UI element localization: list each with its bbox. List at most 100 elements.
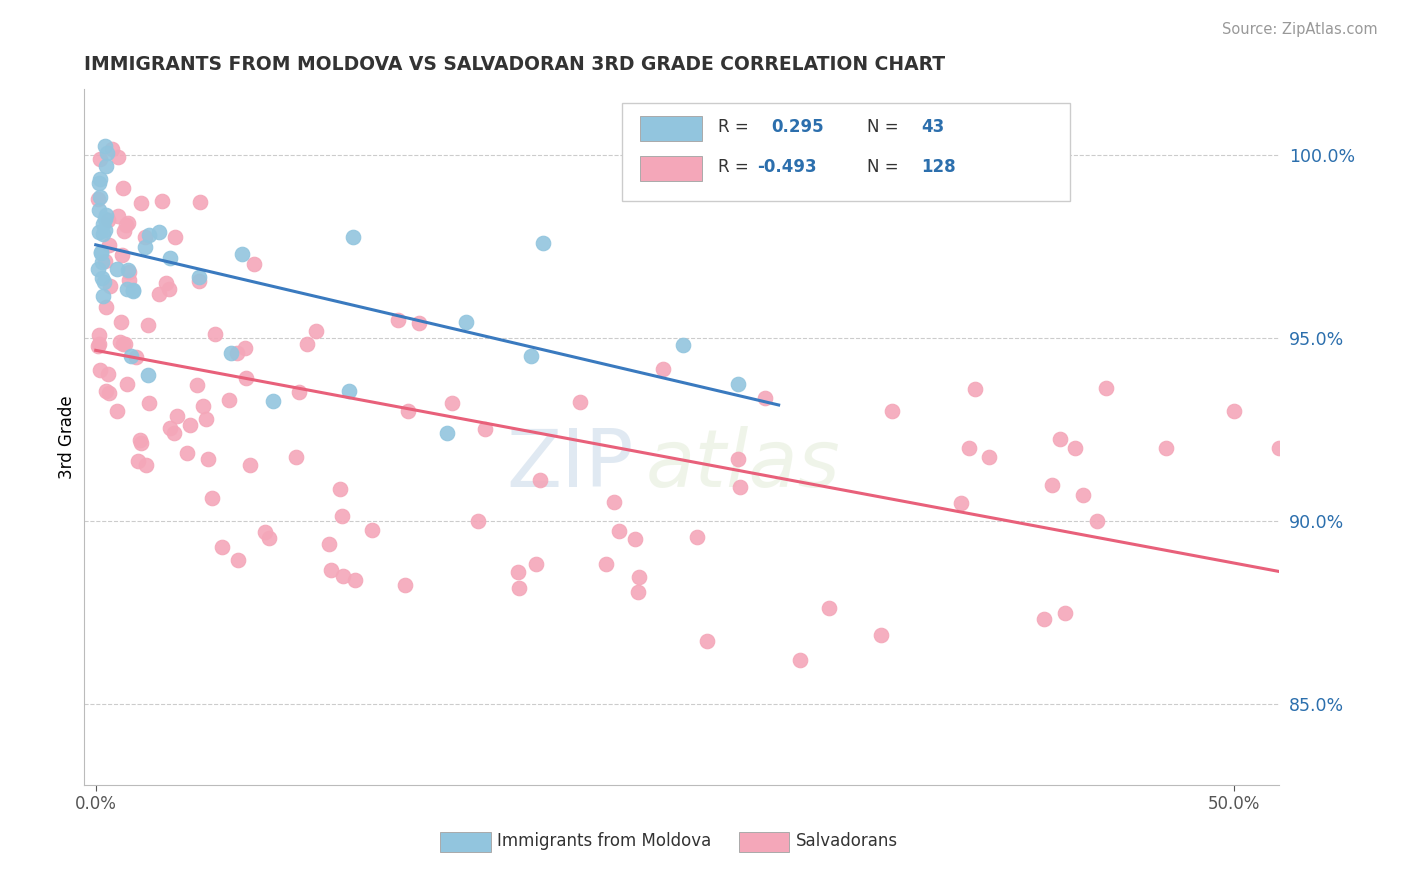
Point xyxy=(965,382,987,396)
Point xyxy=(360,523,382,537)
Text: 128: 128 xyxy=(921,158,956,176)
Point xyxy=(96,160,118,174)
Point xyxy=(254,524,277,539)
Point xyxy=(131,435,153,450)
Point xyxy=(396,403,419,417)
Point xyxy=(111,248,134,262)
Point xyxy=(111,336,134,351)
Point xyxy=(1337,514,1360,528)
Point xyxy=(343,573,366,587)
Point xyxy=(91,217,114,231)
Point xyxy=(90,246,112,260)
Text: 0.295: 0.295 xyxy=(772,119,824,136)
Point xyxy=(117,377,139,392)
Text: IMMIGRANTS FROM MOLDOVA VS SALVADORAN 3RD GRADE CORRELATION CHART: IMMIGRANTS FROM MOLDOVA VS SALVADORAN 3R… xyxy=(84,54,945,74)
Point xyxy=(520,349,543,363)
Point xyxy=(284,450,307,464)
Point xyxy=(98,278,121,293)
Point xyxy=(318,537,340,551)
Point xyxy=(1040,477,1063,491)
Point xyxy=(87,176,110,190)
Point xyxy=(134,240,156,254)
Point xyxy=(157,282,180,296)
Point xyxy=(150,194,173,209)
Point xyxy=(110,315,132,329)
Point xyxy=(329,482,352,496)
Point xyxy=(319,563,342,577)
Point xyxy=(686,530,709,544)
Point xyxy=(117,216,139,230)
FancyBboxPatch shape xyxy=(440,831,491,853)
Point xyxy=(176,445,198,459)
Text: Immigrants from Moldova: Immigrants from Moldova xyxy=(496,831,711,849)
Text: N =: N = xyxy=(868,158,898,176)
Point xyxy=(138,227,160,242)
FancyBboxPatch shape xyxy=(740,831,790,853)
Point xyxy=(204,327,226,342)
Point xyxy=(727,451,749,466)
Point xyxy=(89,190,111,204)
Point xyxy=(467,514,489,528)
Point xyxy=(727,376,749,391)
Point xyxy=(91,255,114,269)
Point xyxy=(107,209,129,223)
Point xyxy=(235,371,257,385)
Point xyxy=(957,441,980,455)
Point xyxy=(595,558,617,572)
Point xyxy=(87,337,110,351)
Point xyxy=(148,287,170,301)
Point xyxy=(188,274,211,288)
Point xyxy=(332,569,354,583)
Point xyxy=(330,508,353,523)
Point xyxy=(115,282,138,296)
Point xyxy=(818,600,841,615)
Point xyxy=(1033,612,1056,626)
Point xyxy=(115,218,138,232)
Point xyxy=(117,262,139,277)
Point xyxy=(197,451,219,466)
Point xyxy=(87,339,110,353)
Text: atlas: atlas xyxy=(647,425,841,504)
Point xyxy=(569,395,592,409)
Point xyxy=(155,276,177,290)
Point xyxy=(1085,514,1108,528)
Point xyxy=(89,152,111,166)
Text: Salvadorans: Salvadorans xyxy=(796,831,897,849)
Point xyxy=(387,312,409,326)
Point xyxy=(122,283,145,297)
Point xyxy=(93,212,115,227)
Point xyxy=(105,262,128,277)
Point xyxy=(129,433,152,447)
Point xyxy=(696,634,718,648)
Point xyxy=(118,273,141,287)
Point xyxy=(239,458,262,472)
Point xyxy=(436,426,458,441)
Point xyxy=(607,524,630,538)
Point xyxy=(98,385,121,400)
Point xyxy=(531,236,554,251)
Point xyxy=(91,270,114,285)
Point xyxy=(1094,381,1116,395)
Point xyxy=(288,385,311,400)
Point xyxy=(305,324,328,338)
Point xyxy=(730,479,752,493)
Point xyxy=(1049,432,1071,446)
Point xyxy=(652,362,675,376)
Point xyxy=(529,473,551,487)
Point xyxy=(188,270,211,285)
Point xyxy=(394,578,416,592)
Point xyxy=(89,363,111,377)
Point xyxy=(136,318,159,332)
Text: Source: ZipAtlas.com: Source: ZipAtlas.com xyxy=(1222,22,1378,37)
Point xyxy=(94,139,117,153)
Point xyxy=(342,229,364,244)
Point xyxy=(754,391,776,405)
Point xyxy=(508,581,530,595)
FancyBboxPatch shape xyxy=(640,116,702,141)
Point xyxy=(87,226,110,240)
Y-axis label: 3rd Grade: 3rd Grade xyxy=(58,395,76,479)
Point xyxy=(624,533,647,547)
Point xyxy=(87,192,110,206)
Point xyxy=(179,418,201,433)
Point xyxy=(235,341,257,355)
